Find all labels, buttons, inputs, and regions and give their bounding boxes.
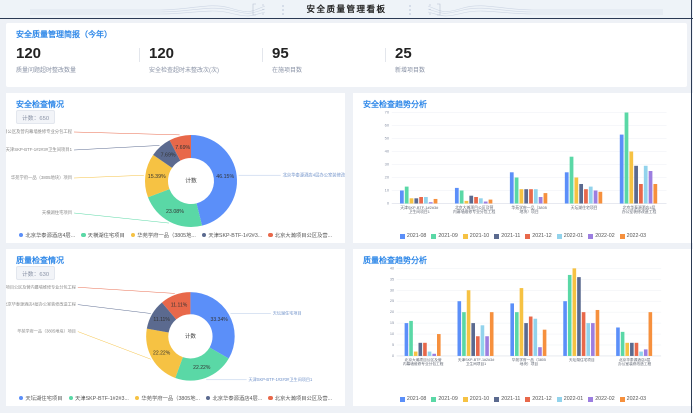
svg-text:10: 10 [385, 188, 390, 193]
svg-text:30: 30 [385, 162, 390, 167]
svg-text:北京大瀚项目公区及营: 北京大瀚项目公区及营 [405, 357, 442, 362]
svg-text:地块）项目: 地块）项目 [520, 209, 539, 214]
svg-text:5: 5 [392, 342, 394, 347]
svg-text:天坛湖住宅项目: 天坛湖住宅项目 [273, 309, 302, 315]
svg-text:20: 20 [390, 309, 394, 314]
svg-text:北京华泰源酒店4层: 北京华泰源酒店4层 [619, 357, 651, 362]
svg-text:15.39%: 15.39% [148, 174, 166, 180]
svg-text:天横湖住宅项目: 天横湖住宅项目 [42, 209, 72, 216]
svg-text:华苑学府一品（3805地块）项目: 华苑学府一品（3805地块）项目 [17, 328, 76, 334]
svg-text:办公室装修改造工程: 办公室装修改造工程 [618, 361, 651, 366]
svg-text:北京华泰源酒店4层: 北京华泰源酒店4层 [623, 205, 656, 210]
svg-text:天津SKP-BTF-1#2#3#卫生间项目1: 天津SKP-BTF-1#2#3#卫生间项目1 [249, 376, 313, 382]
svg-text:22.22%: 22.22% [153, 350, 171, 356]
svg-text:11.11%: 11.11% [171, 303, 188, 309]
svg-text:70: 70 [385, 110, 390, 115]
svg-text:华苑学府一品（3805: 华苑学府一品（3805 [512, 357, 546, 362]
svg-text:33.34%: 33.34% [211, 317, 229, 323]
svg-text:40: 40 [390, 265, 394, 270]
svg-text:7.69%: 7.69% [161, 153, 176, 159]
svg-text:华苑学府一品（3805地块）项目: 华苑学府一品（3805地块）项目 [11, 174, 72, 181]
svg-text:22.22%: 22.22% [193, 365, 211, 371]
svg-text:卫生间项目1: 卫生间项目1 [466, 361, 487, 366]
svg-text:地块）项目: 地块）项目 [520, 361, 539, 366]
svg-text:11.11%: 11.11% [153, 317, 170, 323]
svg-text:办公室装修改造工程: 办公室装修改造工程 [622, 209, 657, 214]
svg-text:天坛湖住宅项目: 天坛湖住宅项目 [571, 205, 598, 210]
svg-text:23.08%: 23.08% [166, 209, 184, 215]
svg-text:北京大瀚项目公区及营: 北京大瀚项目公区及营 [455, 205, 494, 210]
svg-text:内幕墙维修专业分包工程: 内幕墙维修专业分包工程 [403, 361, 444, 366]
svg-text:0: 0 [392, 353, 394, 358]
svg-text:35: 35 [390, 276, 394, 281]
svg-text:25: 25 [390, 298, 394, 303]
svg-text:卫生间项目1: 卫生间项目1 [409, 209, 430, 214]
svg-text:10: 10 [390, 331, 394, 336]
svg-text:7.69%: 7.69% [175, 145, 190, 151]
svg-text:计数: 计数 [185, 332, 197, 340]
svg-text:天坛湖住宅项目: 天坛湖住宅项目 [569, 357, 595, 362]
svg-text:0: 0 [387, 201, 390, 206]
svg-text:50: 50 [385, 136, 390, 141]
svg-text:40: 40 [385, 149, 390, 154]
svg-text:天津SKP-BTF-1#2#3#卫生间项目1: 天津SKP-BTF-1#2#3#卫生间项目1 [6, 146, 73, 153]
svg-text:天津SKP-BTF-1#2#3#: 天津SKP-BTF-1#2#3# [458, 357, 495, 362]
svg-text:北京华泰源酒店4层办公室装修改造工程: 北京华泰源酒店4层办公室装修改造工程 [283, 171, 345, 178]
svg-text:华苑学府一品（3805: 华苑学府一品（3805 [511, 205, 546, 210]
svg-text:天津SKP-BTF-1#2#3#: 天津SKP-BTF-1#2#3# [400, 205, 439, 210]
svg-text:计数: 计数 [185, 177, 197, 185]
svg-text:内幕墙维修专业分包工程: 内幕墙维修专业分包工程 [453, 209, 495, 214]
svg-text:60: 60 [385, 123, 390, 128]
svg-text:15: 15 [390, 320, 394, 325]
svg-text:20: 20 [385, 175, 390, 180]
svg-text:46.15%: 46.15% [216, 174, 234, 180]
svg-text:30: 30 [390, 287, 394, 292]
svg-text:北京华泰源酒店4层办公室装修改造工程: 北京华泰源酒店4层办公室装修改造工程 [6, 301, 76, 307]
